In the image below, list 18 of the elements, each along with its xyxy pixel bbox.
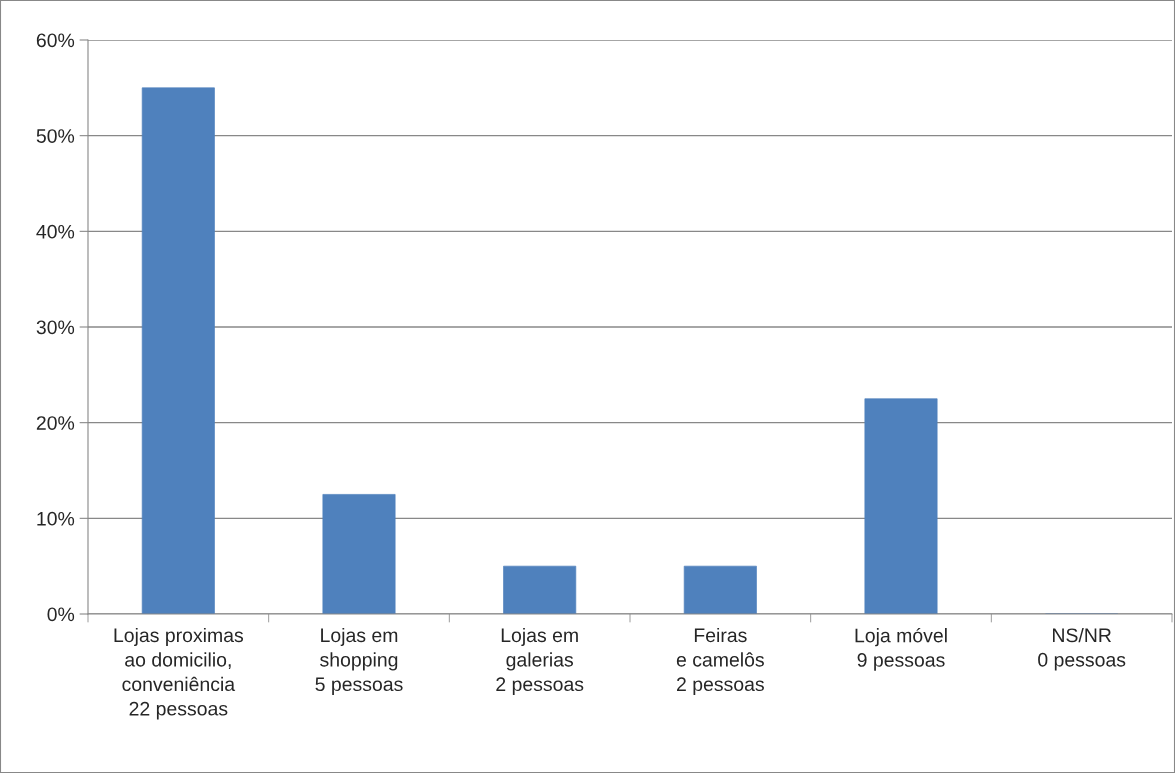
y-tick-label: 10% bbox=[37, 511, 75, 526]
y-tick-label: 50% bbox=[36, 129, 75, 143]
y-tick-label: 30% bbox=[36, 320, 75, 335]
x-tick-label: Lojas proximas ao domicilio, conveniência 22 pessoas bbox=[114, 627, 244, 720]
x-tick-label: NS/NR 0 pessoas bbox=[1038, 627, 1126, 671]
bar bbox=[864, 398, 938, 614]
bar bbox=[503, 565, 577, 614]
x-tick-label: Lojas em galerias 2 pessoas bbox=[496, 627, 584, 695]
x-tick-label: Feiras e camelôs 2 pessoas bbox=[676, 627, 764, 695]
y-tick-label: 40% bbox=[36, 224, 75, 239]
y-tick-label: 60% bbox=[36, 33, 75, 48]
y-tick-label: 20% bbox=[36, 416, 75, 430]
bar bbox=[141, 87, 215, 614]
bar bbox=[322, 494, 396, 614]
x-tick-label: Lojas em shopping 5 pessoas bbox=[315, 627, 403, 695]
bar bbox=[683, 565, 757, 614]
y-tick-label: 0% bbox=[47, 607, 75, 622]
x-tick-label: Loja móvel 9 pessoas bbox=[855, 627, 947, 671]
